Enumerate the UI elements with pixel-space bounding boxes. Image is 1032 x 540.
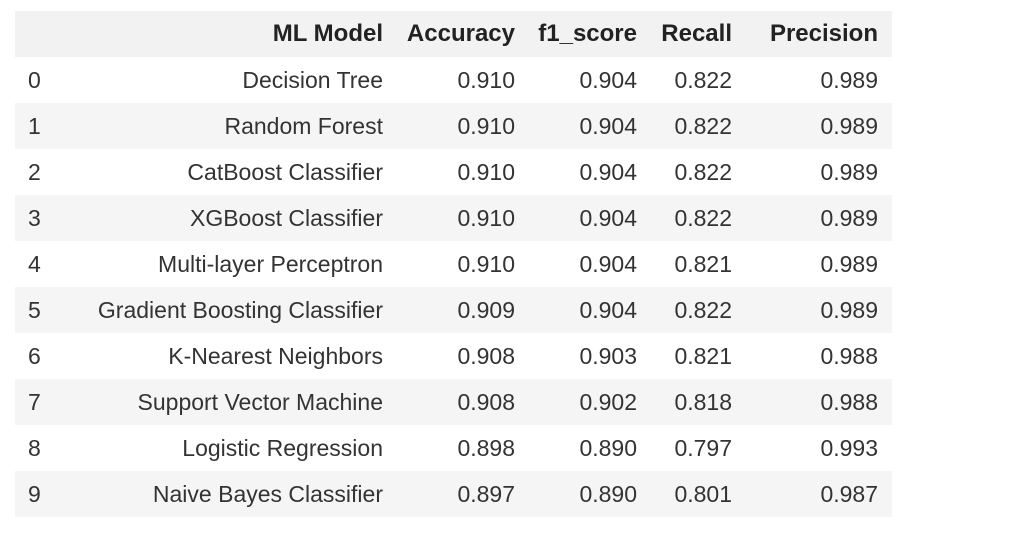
accuracy-cell: 0.908 bbox=[457, 342, 515, 369]
ml-model-cell: Gradient Boosting Classifier bbox=[97, 296, 383, 323]
precision-cell: 0.989 bbox=[820, 66, 878, 93]
precision-cell: 0.989 bbox=[820, 250, 878, 277]
results-table: ML Model Accuracy f1_score Recall Precis… bbox=[15, 11, 892, 517]
row-index-cell: 9 bbox=[28, 480, 41, 507]
recall-cell: 0.822 bbox=[674, 112, 732, 139]
accuracy-cell: 0.910 bbox=[457, 250, 515, 277]
ml-model-cell: Support Vector Machine bbox=[137, 388, 383, 415]
dataframe-output: ML Model Accuracy f1_score Recall Precis… bbox=[15, 11, 892, 517]
recall-cell: 0.797 bbox=[674, 434, 732, 461]
f1-score-cell: 0.902 bbox=[579, 388, 637, 415]
column-header-accuracy: Accuracy bbox=[406, 20, 515, 47]
table-header: ML Model Accuracy f1_score Recall Precis… bbox=[15, 11, 892, 57]
ml-model-cell: K-Nearest Neighbors bbox=[168, 342, 383, 369]
table-row: 1 Random Forest 0.910 0.904 0.822 0.989 bbox=[15, 103, 892, 149]
row-index-cell: 1 bbox=[28, 112, 41, 139]
table-body: 0 Decision Tree 0.910 0.904 0.822 0.989 … bbox=[15, 57, 892, 517]
row-index-cell: 0 bbox=[28, 66, 41, 93]
f1-score-cell: 0.904 bbox=[579, 112, 637, 139]
precision-cell: 0.989 bbox=[820, 204, 878, 231]
row-index-cell: 8 bbox=[28, 434, 41, 461]
row-index-cell: 6 bbox=[28, 342, 41, 369]
column-header-recall: Recall bbox=[661, 20, 732, 47]
row-index-cell: 4 bbox=[28, 250, 41, 277]
f1-score-cell: 0.904 bbox=[579, 66, 637, 93]
recall-cell: 0.822 bbox=[674, 158, 732, 185]
f1-score-cell: 0.903 bbox=[579, 342, 637, 369]
recall-cell: 0.821 bbox=[674, 250, 732, 277]
table-row: 5 Gradient Boosting Classifier 0.909 0.9… bbox=[15, 287, 892, 333]
ml-model-cell: CatBoost Classifier bbox=[187, 158, 383, 185]
accuracy-cell: 0.909 bbox=[457, 296, 515, 323]
table-row: 7 Support Vector Machine 0.908 0.902 0.8… bbox=[15, 379, 892, 425]
ml-model-cell: Multi-layer Perceptron bbox=[158, 250, 383, 277]
accuracy-cell: 0.910 bbox=[457, 112, 515, 139]
f1-score-cell: 0.904 bbox=[579, 296, 637, 323]
accuracy-cell: 0.910 bbox=[457, 158, 515, 185]
accuracy-cell: 0.908 bbox=[457, 388, 515, 415]
ml-model-cell: XGBoost Classifier bbox=[189, 204, 383, 231]
table-row: 9 Naive Bayes Classifier 0.897 0.890 0.8… bbox=[15, 471, 892, 517]
f1-score-cell: 0.890 bbox=[579, 480, 637, 507]
row-index-cell: 3 bbox=[28, 204, 41, 231]
accuracy-cell: 0.897 bbox=[457, 480, 515, 507]
row-index-cell: 7 bbox=[28, 388, 41, 415]
row-index-cell: 2 bbox=[28, 158, 41, 185]
precision-cell: 0.988 bbox=[820, 342, 878, 369]
ml-model-cell: Random Forest bbox=[224, 112, 383, 139]
ml-model-cell: Logistic Regression bbox=[182, 434, 383, 461]
accuracy-cell: 0.898 bbox=[457, 434, 515, 461]
precision-cell: 0.989 bbox=[820, 112, 878, 139]
recall-cell: 0.822 bbox=[674, 66, 732, 93]
precision-cell: 0.989 bbox=[820, 158, 878, 185]
table-row: 4 Multi-layer Perceptron 0.910 0.904 0.8… bbox=[15, 241, 892, 287]
table-row: 6 K-Nearest Neighbors 0.908 0.903 0.821 … bbox=[15, 333, 892, 379]
precision-cell: 0.989 bbox=[820, 296, 878, 323]
accuracy-cell: 0.910 bbox=[457, 66, 515, 93]
table-row: 2 CatBoost Classifier 0.910 0.904 0.822 … bbox=[15, 149, 892, 195]
f1-score-cell: 0.890 bbox=[579, 434, 637, 461]
recall-cell: 0.822 bbox=[674, 296, 732, 323]
f1-score-cell: 0.904 bbox=[579, 158, 637, 185]
header-row: ML Model Accuracy f1_score Recall Precis… bbox=[15, 11, 892, 57]
ml-model-cell: Naive Bayes Classifier bbox=[152, 480, 383, 507]
precision-cell: 0.993 bbox=[820, 434, 878, 461]
row-index-cell: 5 bbox=[28, 296, 41, 323]
f1-score-cell: 0.904 bbox=[579, 250, 637, 277]
f1-score-cell: 0.904 bbox=[579, 204, 637, 231]
recall-cell: 0.818 bbox=[674, 388, 732, 415]
precision-cell: 0.988 bbox=[820, 388, 878, 415]
ml-model-cell: Decision Tree bbox=[242, 66, 383, 93]
table-row: 3 XGBoost Classifier 0.910 0.904 0.822 0… bbox=[15, 195, 892, 241]
table-row: 0 Decision Tree 0.910 0.904 0.822 0.989 bbox=[15, 57, 892, 103]
column-header-ml-model: ML Model bbox=[272, 20, 383, 47]
precision-cell: 0.987 bbox=[820, 480, 878, 507]
column-header-f1-score: f1_score bbox=[538, 20, 637, 47]
column-header-index bbox=[15, 11, 61, 57]
accuracy-cell: 0.910 bbox=[457, 204, 515, 231]
recall-cell: 0.822 bbox=[674, 204, 732, 231]
table-row: 8 Logistic Regression 0.898 0.890 0.797 … bbox=[15, 425, 892, 471]
column-header-precision: Precision bbox=[769, 20, 878, 47]
recall-cell: 0.821 bbox=[674, 342, 732, 369]
recall-cell: 0.801 bbox=[674, 480, 732, 507]
